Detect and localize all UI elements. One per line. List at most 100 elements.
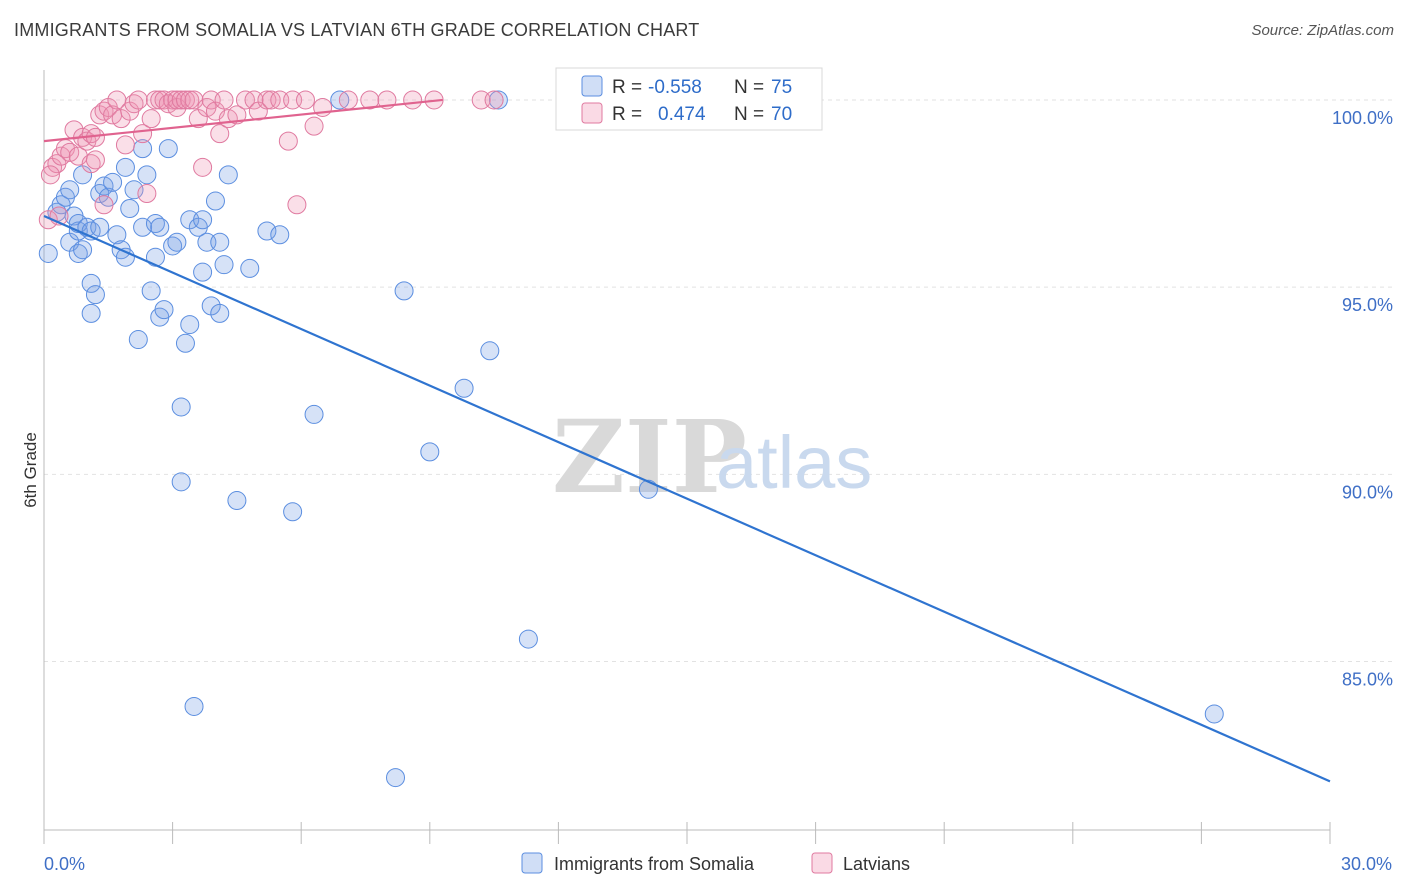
data-points (38, 90, 1224, 788)
latvians-point-54 (278, 131, 298, 151)
y-tick-label-0: 100.0% (1332, 108, 1393, 128)
somalia-point-69 (488, 90, 508, 110)
somalia-point-22 (107, 225, 127, 245)
somalia-trend-line (43, 215, 1331, 783)
latvians-point-56 (287, 195, 307, 215)
somalia-point-36 (150, 217, 170, 237)
latvians-point-0 (38, 210, 58, 230)
somalia-point-25 (115, 157, 135, 177)
series-legend-latvians: Latvians (843, 854, 910, 874)
latvians-point-13 (85, 150, 105, 170)
legend-r-label-2: R = (612, 104, 642, 125)
somalia-point-10 (73, 240, 93, 260)
legend-n-value-1: 75 (771, 77, 792, 98)
y-axis-label: 6th Grade (21, 432, 40, 508)
latvians-point-63 (403, 90, 423, 110)
somalia-point-43 (175, 333, 195, 353)
legend-swatch-latvians (581, 102, 603, 124)
y-tick-label-2: 90.0% (1342, 482, 1393, 502)
somalia-point-15 (81, 273, 101, 293)
somalia-point-21 (103, 172, 123, 192)
somalia-point-56 (218, 165, 238, 185)
somalia-point-60 (270, 225, 290, 245)
somalia-point-0 (38, 243, 58, 263)
chart-title: IMMIGRANTS FROM SOMALIA VS LATVIAN 6TH G… (14, 20, 700, 40)
somalia-point-42 (171, 397, 191, 417)
chart-source: Source: ZipAtlas.com (1251, 22, 1394, 39)
somalia-point-28 (128, 330, 148, 350)
somalia-point-33 (145, 247, 165, 267)
latvians-point-21 (115, 135, 135, 155)
somalia-point-26 (120, 199, 140, 219)
somalia-point-49 (193, 210, 213, 230)
somalia-point-70 (518, 629, 538, 649)
somalia-point-48 (193, 262, 213, 282)
somalia-point-30 (133, 217, 153, 237)
correlation-legend: R = -0.558 N = 75 R = 0.474 N = 70 (555, 67, 823, 131)
somalia-point-41 (171, 472, 191, 492)
somalia-point-61 (283, 502, 303, 522)
y-tick-labels: 100.0% 95.0% 90.0% 85.0% (1332, 108, 1393, 690)
latvians-point-60 (338, 90, 358, 110)
somalia-point-72 (1204, 704, 1224, 724)
somalia-point-13 (81, 303, 101, 323)
somalia-point-58 (240, 258, 260, 278)
somalia-point-31 (137, 165, 157, 185)
latvians-point-68 (40, 165, 60, 185)
somalia-point-40 (167, 232, 187, 252)
series-legend-somalia: Immigrants from Somalia (554, 854, 755, 874)
legend-r-value-2: 0.474 (658, 104, 706, 125)
x-tick-label-0: 0.0% (44, 854, 85, 874)
latvians-point-61 (360, 90, 380, 110)
somalia-point-54 (210, 232, 230, 252)
somalia-point-59 (257, 221, 277, 241)
legend-swatch-somalia (581, 75, 603, 97)
latvians-point-45 (214, 90, 234, 110)
somalia-point-32 (141, 281, 161, 301)
latvians-trend-line (43, 98, 443, 143)
watermark-atlas: atlas (716, 421, 872, 504)
somalia-point-65 (394, 281, 414, 301)
latvians-point-26 (137, 184, 157, 204)
somalia-point-68 (480, 341, 500, 361)
x-tick-labels: 0.0% 30.0% (44, 854, 1392, 874)
latvians-point-57 (295, 90, 315, 110)
somalia-point-17 (90, 217, 110, 237)
somalia-point-67 (454, 378, 474, 398)
legend-n-value-2: 70 (771, 104, 792, 125)
x-tick-label-1: 30.0% (1341, 854, 1392, 874)
somalia-point-38 (158, 139, 178, 159)
y-tick-label-1: 95.0% (1342, 295, 1393, 315)
grid-lines (44, 99, 1392, 663)
latvians-point-15 (94, 195, 114, 215)
somalia-point-55 (214, 255, 234, 275)
legend-n-label-2: N = (734, 104, 764, 125)
series-legend: Immigrants from Somalia Latvians (521, 852, 910, 874)
latvians-point-25 (133, 124, 153, 144)
latvians-point-58 (304, 116, 324, 136)
somalia-point-71 (638, 479, 658, 499)
latvians-point-37 (180, 90, 200, 110)
latvians-point-66 (484, 90, 504, 110)
latvians-point-44 (210, 124, 230, 144)
legend-n-label-1: N = (734, 77, 764, 98)
latvians-point-24 (128, 90, 148, 110)
somalia-point-53 (210, 303, 230, 323)
somalia-point-62 (304, 404, 324, 424)
somalia-point-27 (124, 180, 144, 200)
axes (43, 70, 1331, 844)
somalia-point-46 (184, 696, 204, 716)
somalia-point-66 (420, 442, 440, 462)
series-legend-swatch-somalia (521, 852, 543, 874)
legend-r-label-1: R = (612, 77, 642, 98)
trend-lines (43, 98, 1331, 783)
legend-r-value-1: -0.558 (648, 77, 702, 98)
somalia-point-45 (180, 315, 200, 335)
latvians-point-40 (193, 157, 213, 177)
somalia-point-64 (386, 768, 406, 788)
somalia-point-37 (154, 300, 174, 320)
somalia-point-5 (60, 180, 80, 200)
watermark: ZIP atlas (552, 398, 872, 516)
watermark-zip: ZIP (552, 398, 747, 516)
